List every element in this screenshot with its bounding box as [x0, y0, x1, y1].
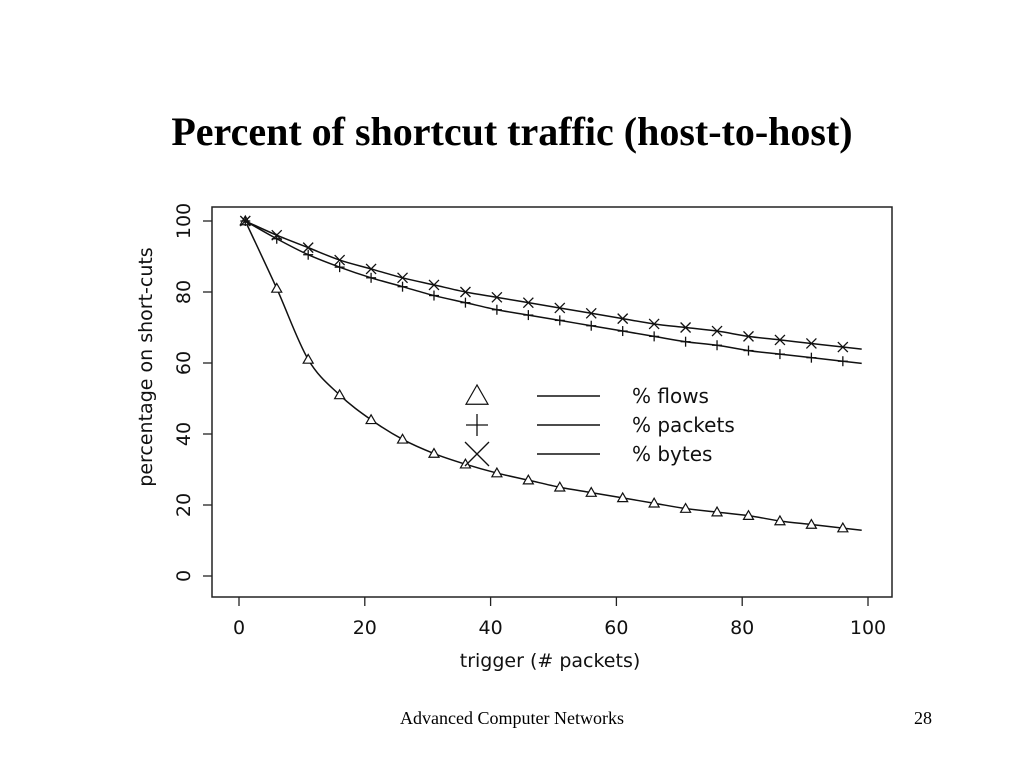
data-point: [805, 338, 817, 349]
x-tick-label: 40: [479, 617, 503, 639]
plot-area: [211, 206, 893, 598]
data-point: [460, 297, 471, 308]
data-point: [649, 331, 660, 342]
data-point: [773, 514, 786, 526]
x-tick-label: 20: [353, 617, 377, 639]
data-point: [742, 509, 755, 521]
data-point: [617, 313, 629, 325]
data-point: [617, 326, 628, 337]
data-point: [554, 315, 565, 326]
data-point: [302, 242, 314, 254]
data-point: [427, 447, 441, 458]
legend-entry: % flows: [464, 383, 709, 408]
data-point: [523, 310, 534, 321]
plot-frame: [211, 206, 893, 598]
data-point: [397, 281, 408, 292]
data-point: [270, 282, 283, 293]
data-point: [837, 356, 848, 367]
data-point: [774, 334, 786, 346]
data-point: [648, 318, 660, 330]
data-point: [616, 491, 629, 503]
data-point: [491, 304, 502, 315]
data-point: [680, 336, 691, 347]
series-line: [244, 220, 862, 350]
legend-entry: % bytes: [464, 441, 712, 467]
data-point: [680, 322, 692, 333]
data-point: [586, 320, 597, 331]
y-tick-label: 100: [173, 203, 195, 239]
data-point: [679, 502, 692, 513]
data-point: [711, 325, 723, 337]
y-axis-label: percentage on short-cuts: [135, 247, 157, 486]
x-tick-label: 0: [233, 617, 245, 639]
data-point: [585, 486, 598, 497]
legend-marker: [464, 383, 490, 405]
data-point: [553, 481, 566, 492]
slide-title: Percent of shortcut traffic (host-to-hos…: [171, 109, 853, 154]
y-tick-label: 40: [173, 422, 195, 446]
legend-label: % flows: [632, 384, 709, 408]
data-point: [648, 497, 661, 508]
x-tick-label: 100: [850, 617, 886, 639]
x-axis-label: trigger (# packets): [460, 650, 641, 672]
data-point: [711, 505, 724, 517]
page-number: 28: [914, 708, 932, 728]
data-point: [743, 330, 754, 342]
data-point: [428, 279, 440, 291]
y-tick-label: 20: [173, 493, 195, 517]
data-point: [743, 345, 754, 356]
legend-marker: [464, 441, 490, 467]
x-tick-label: 80: [730, 617, 754, 639]
data-point: [239, 215, 251, 227]
data-point: [365, 413, 378, 425]
data-point: [491, 291, 503, 303]
data-point: [837, 341, 849, 353]
legend-label: % packets: [632, 413, 735, 437]
legend-entry: % packets: [466, 413, 735, 437]
y-tick-label: 0: [173, 570, 195, 582]
data-point: [459, 286, 471, 298]
series-layer: [239, 214, 862, 533]
data-point: [774, 349, 785, 360]
data-point: [302, 353, 315, 364]
x-axis: 0 20 40 60 80 100: [233, 597, 886, 639]
legend: % flows % packets % bytes: [464, 383, 735, 467]
data-point: [333, 388, 346, 400]
data-point: [522, 473, 535, 485]
data-point: [805, 518, 818, 529]
data-point: [836, 521, 849, 533]
y-tick-label: 80: [173, 280, 195, 304]
data-point: [490, 466, 503, 478]
x-tick-label: 60: [604, 617, 628, 639]
series-triangle: [239, 214, 862, 533]
y-tick-label: 60: [173, 351, 195, 375]
legend-marker: [466, 414, 488, 436]
data-point: [397, 272, 408, 284]
data-point: [366, 272, 377, 283]
data-point: [271, 229, 283, 241]
data-point: [712, 340, 723, 351]
series-x: [239, 215, 862, 353]
data-point: [334, 254, 346, 266]
data-point: [554, 302, 566, 314]
data-point: [806, 352, 817, 363]
data-point: [365, 263, 377, 275]
footer-label: Advanced Computer Networks: [400, 708, 624, 728]
data-point: [334, 262, 345, 273]
data-point: [585, 307, 597, 319]
series-plus: [240, 216, 862, 367]
y-axis: 0 20 40 60 80 100: [173, 203, 212, 582]
data-point: [522, 297, 534, 309]
legend-label: % bytes: [632, 442, 712, 466]
data-point: [428, 290, 439, 301]
data-point: [396, 433, 409, 444]
series-line: [244, 220, 862, 365]
data-point: [303, 249, 314, 260]
